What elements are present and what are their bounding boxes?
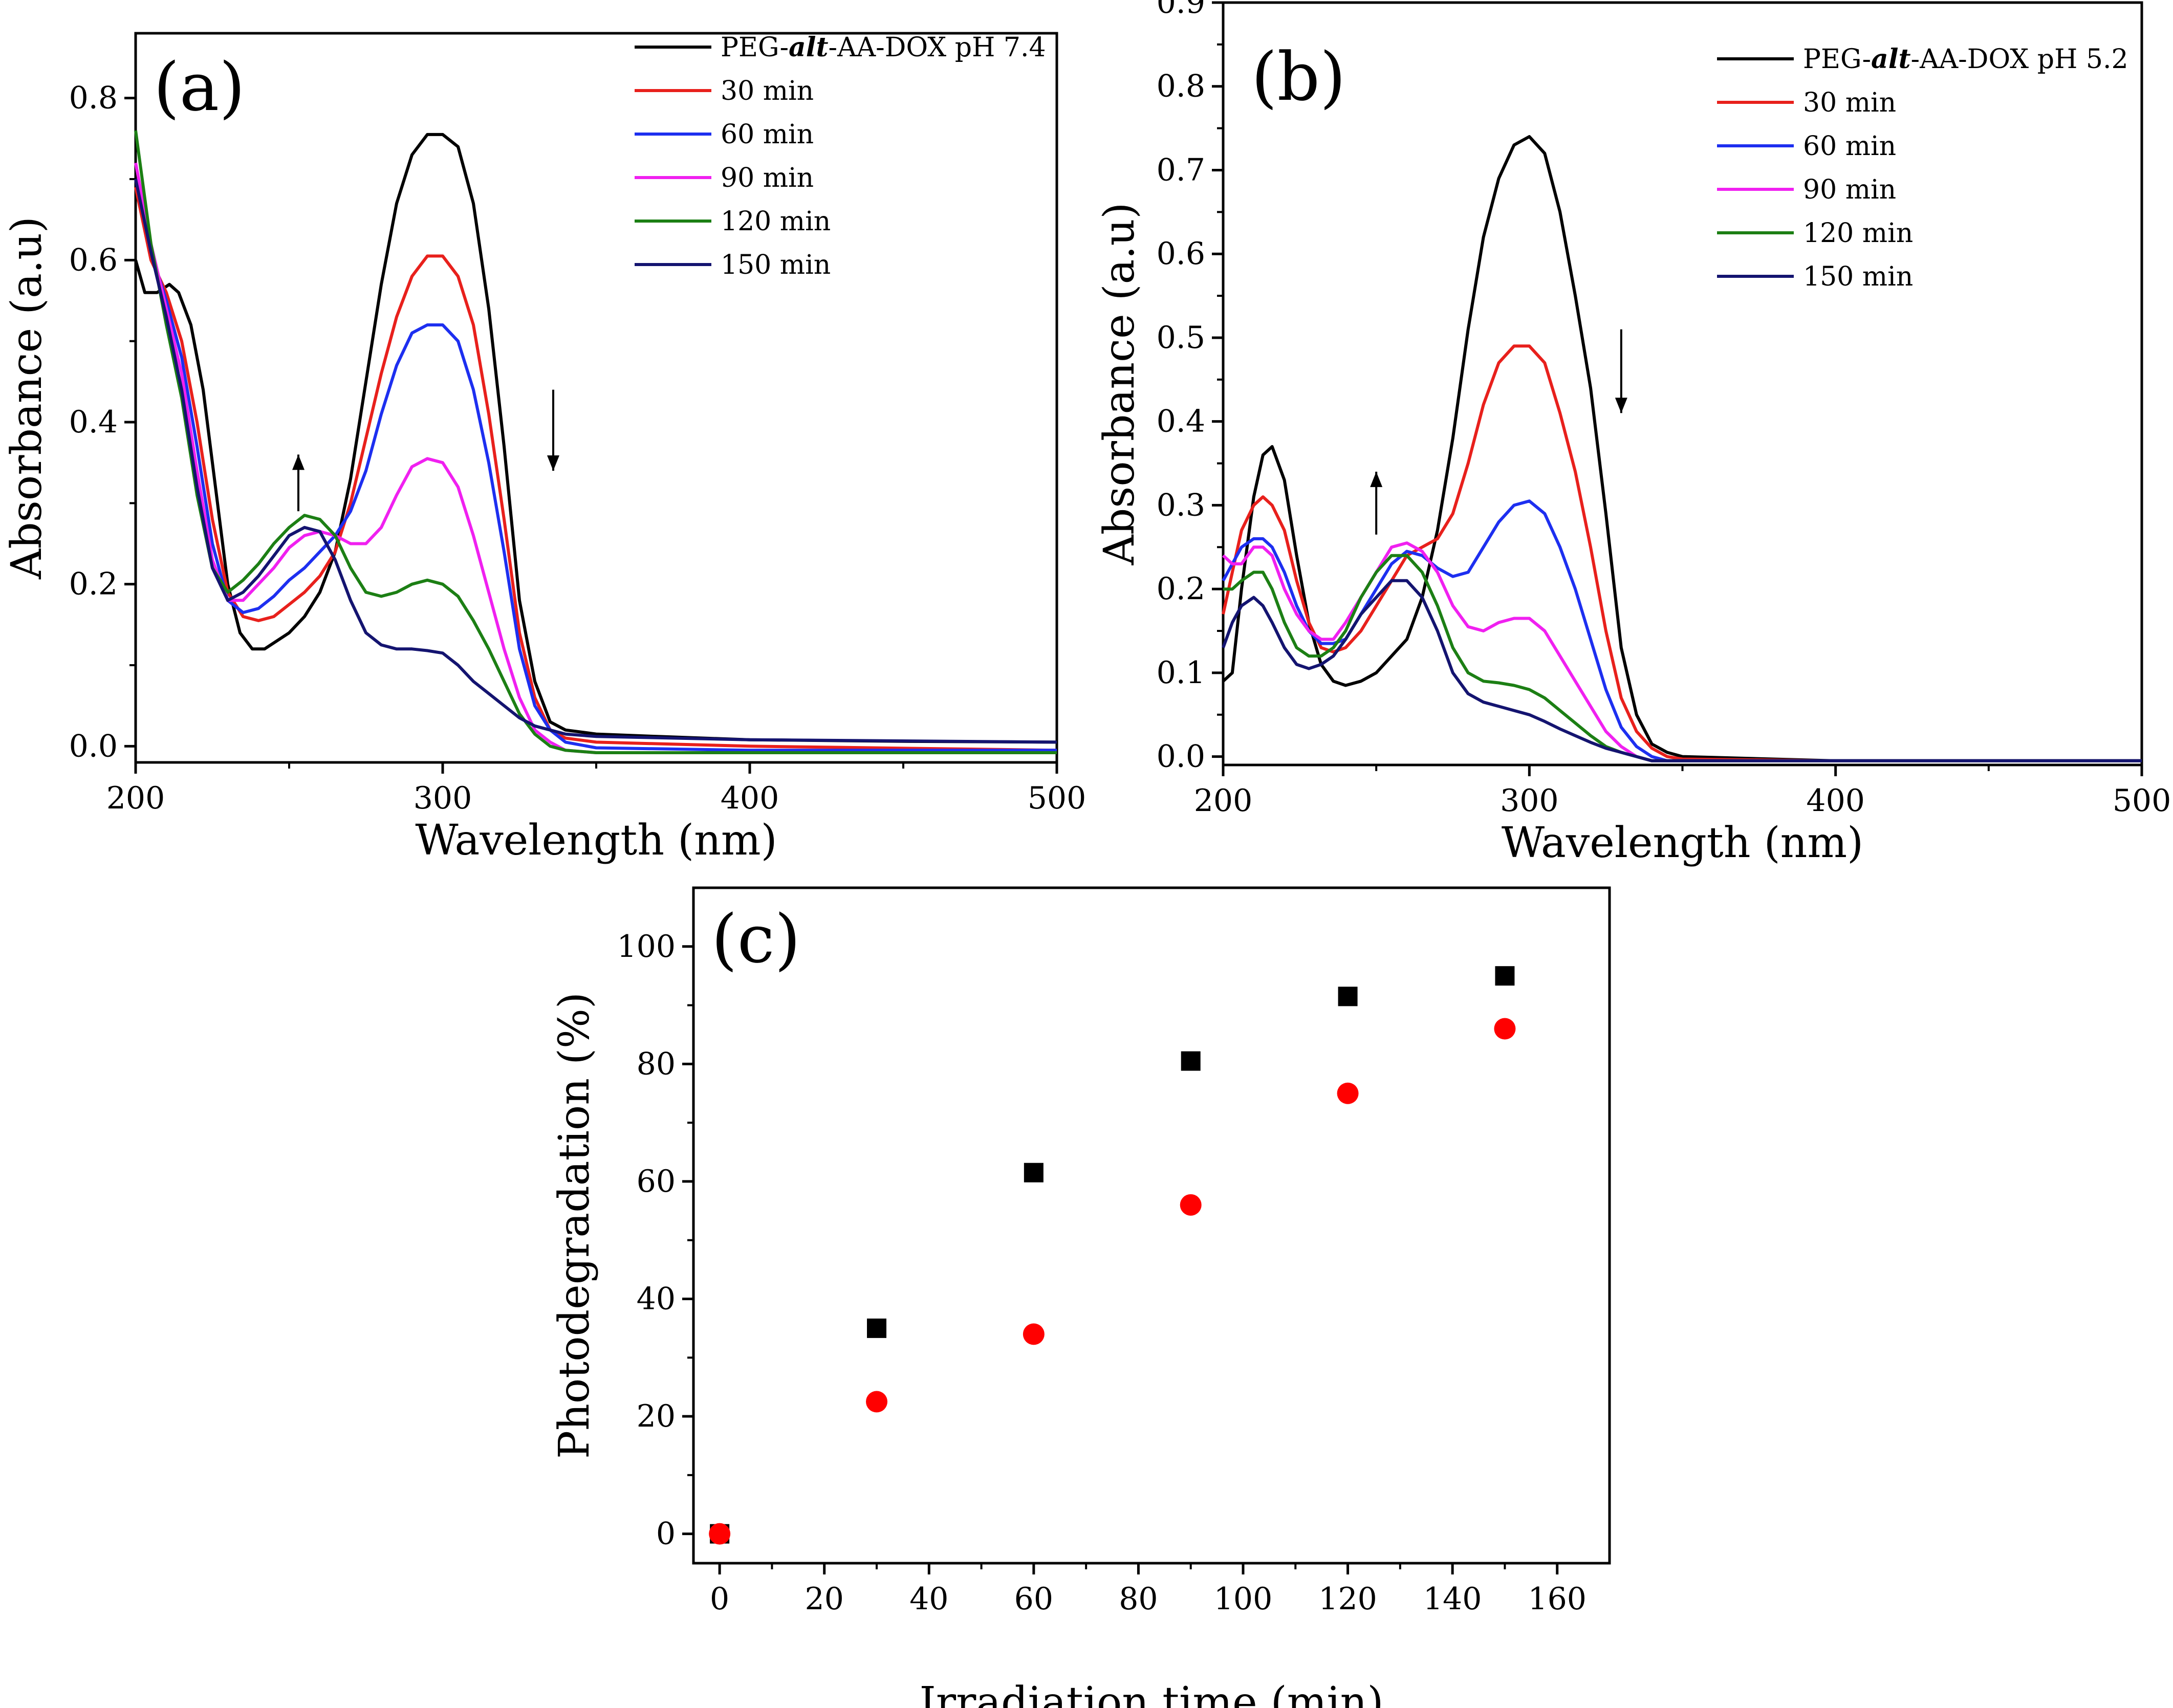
legend-label-4: 120 min [1803,218,1913,249]
x-tick-label: 100 [1214,1581,1273,1617]
data-point-circle [1180,1194,1202,1216]
series-line-0 [134,133,1057,744]
legend: PEG-alt-AA-DOX pH 7.4 30 min 60 min 90 min 1… [635,32,1046,280]
legend-label-1: 30 min [1803,87,1896,118]
data-point-circle [709,1523,731,1545]
data-point-circle [1023,1323,1045,1345]
y-axis-title: Absorbance (a.u) [3,216,51,580]
x-tick-label: 500 [1028,780,1086,816]
series-line-2 [134,179,1057,752]
legend-label-suffix: -AA-DOX pH 7.4 [829,32,1046,63]
legend-label-4: 120 min [721,206,831,237]
y-tick-label: 0 [656,1516,676,1552]
arrow-head [1615,398,1627,413]
y-tick-label: 0.6 [1157,236,1205,272]
y-tick-label: 0.9 [1157,0,1205,20]
x-tick-label: 160 [1528,1581,1587,1617]
legend-label-2: 60 min [1803,131,1896,162]
legend-label-2: 60 min [721,119,814,150]
legend-label-prefix: PEG- [721,32,789,63]
x-tick-label: 80 [1119,1581,1158,1617]
y-tick-label: 80 [637,1046,676,1082]
x-tick-label: 300 [1500,783,1559,819]
y-tick-label: 0.3 [1157,487,1205,523]
y-tick-label: 0.8 [69,80,118,116]
data-point-circle [866,1391,887,1413]
arrow-head [1370,471,1383,487]
data-point-square [1024,1163,1044,1183]
legend-label-0: PEG-alt-AA-DOX pH 5.2 [1803,43,2128,75]
data-point-circle [1337,1082,1359,1104]
y-tick-label: 0.5 [1157,320,1205,356]
series-line-3 [1222,541,2142,762]
arrow-head [292,454,305,470]
x-tick-label: 400 [721,780,779,816]
y-tick-label: 0.4 [1157,404,1205,440]
x-axis-title: Wavelength (nm) [415,816,777,865]
data-point-square [1495,966,1515,986]
series-line-1 [134,187,1057,752]
plot-frame [692,886,1611,1565]
y-tick-label: 0.1 [1157,655,1205,691]
y-tick-label: 0.8 [1157,69,1205,104]
y-tick-label: 60 [637,1164,676,1199]
panel-letter: (a) [154,48,245,126]
legend-label-3: 90 min [1803,174,1896,205]
data-point-square [867,1318,886,1338]
x-axis-title: Irradiation time (min) [919,1678,1383,1708]
y-tick-label: 0.7 [1157,152,1205,188]
y-tick-label: 0.2 [1157,571,1205,607]
x-tick-label: 120 [1318,1581,1377,1617]
legend-label-5: 150 min [721,250,831,280]
series-line-5 [134,179,1057,744]
y-axis-title: Photodegradation (%) [550,992,599,1459]
series-line-1 [1222,344,2142,762]
y-tick-label: 40 [637,1281,676,1317]
x-tick-label: 40 [909,1581,948,1617]
arrow-head [547,455,559,471]
panel-b-chart: 200 300 400 500 0.0 0.1 0.2 0.3 0.4 0.5 0.6 0.7 0.8 0… [1095,0,2171,867]
data-point-square [1181,1051,1201,1071]
panel-c-chart: 0 20 40 60 80 100 120 140 160 0 20 40 60 80 100 Irradia… [550,886,1611,1708]
y-axis-title: Absorbance (a.u) [1095,203,1144,566]
y-tick-label: 0.2 [69,566,118,602]
legend-label-italic: alt [789,32,828,63]
data-point-circle [1494,1018,1516,1040]
panel-letter: (b) [1251,38,1346,116]
y-tick-label: 0.0 [69,728,118,764]
y-tick-label: 0.6 [69,242,118,278]
x-tick-label: 20 [805,1581,844,1617]
legend-label-prefix: PEG- [1803,44,1871,75]
y-tick-label: 0.0 [1157,739,1205,775]
data-point-square [1338,987,1358,1006]
y-tick-label: 20 [637,1398,676,1434]
x-tick-label: 400 [1806,783,1865,819]
x-axis-title: Wavelength (nm) [1502,819,1863,867]
x-tick-label: 500 [2113,783,2171,819]
y-tick-label: 100 [617,929,676,965]
x-tick-label: 200 [106,780,165,816]
x-tick-label: 200 [1194,783,1253,819]
x-tick-label: 0 [710,1581,729,1617]
x-tick-label: 140 [1423,1581,1482,1617]
x-tick-label: 60 [1014,1581,1053,1617]
series-line-2 [1222,499,2142,762]
legend-label-3: 90 min [721,163,814,193]
legend-label-suffix: -AA-DOX pH 5.2 [1911,44,2128,75]
series-line-5 [1222,579,2142,762]
panel-letter: (c) [711,900,800,978]
legend-label-0: PEG-alt-AA-DOX pH 7.4 [721,32,1046,63]
x-tick-label: 300 [414,780,472,816]
legend-label-5: 150 min [1803,261,1913,292]
legend-label-italic: alt [1871,43,1910,75]
panel-a-chart: 200 300 400 500 0.0 0.2 0.4 0.6 0.8 Wavelength (n… [3,32,1086,865]
legend: PEG-alt-AA-DOX pH 5.2 30 min 60 min 90 min 1… [1717,43,2128,292]
series-line-0 [1222,135,2142,762]
y-tick-label: 0.4 [69,404,118,440]
legend-label-1: 30 min [721,76,814,106]
